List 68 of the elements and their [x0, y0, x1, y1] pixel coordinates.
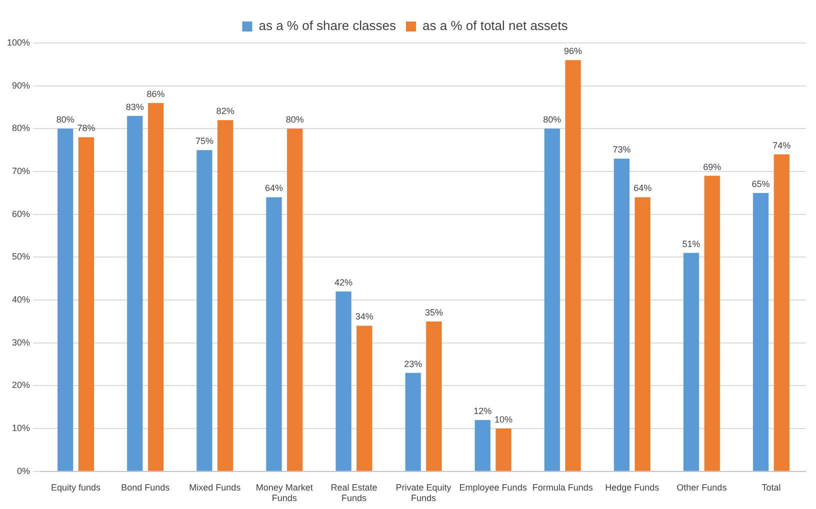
y-tick-label: 60%: [12, 208, 30, 219]
x-tick-label: Money Market Funds: [256, 482, 314, 504]
data-label: 75%: [195, 136, 214, 146]
data-label: 80%: [56, 114, 74, 125]
x-tick-label: Employee Funds: [459, 482, 528, 492]
y-tick-label: 100%: [6, 37, 30, 48]
y-tick-label: 30%: [12, 337, 30, 348]
bar: [266, 197, 282, 471]
data-label: 96%: [564, 46, 582, 56]
bar: [683, 252, 700, 471]
x-tick-label: Formula Funds: [532, 482, 594, 492]
bar: [287, 128, 303, 471]
data-label: 51%: [682, 238, 700, 249]
data-label: 42%: [334, 277, 353, 288]
bar: [356, 326, 372, 471]
x-tick-label: Real Estate Funds: [330, 482, 378, 504]
data-label: 12%: [474, 406, 492, 416]
bar: [634, 197, 650, 471]
data-label: 23%: [404, 358, 422, 369]
bar: [405, 372, 421, 471]
y-tick-label: 80%: [12, 123, 30, 134]
bar: [127, 116, 143, 471]
data-label: 34%: [355, 312, 374, 322]
data-label: 80%: [286, 114, 304, 125]
data-label: 80%: [543, 114, 562, 125]
bar: [704, 176, 720, 471]
bar: [217, 120, 234, 471]
data-label: 78%: [77, 123, 96, 134]
data-label: 65%: [752, 178, 770, 189]
bar: [496, 428, 512, 471]
bar: [336, 291, 352, 471]
data-label: 35%: [424, 307, 443, 318]
data-label: 64%: [634, 183, 652, 194]
x-tick-label: Equity funds: [51, 482, 102, 492]
y-tick-label: 50%: [12, 252, 30, 262]
data-label: 83%: [126, 102, 144, 112]
bar: [752, 192, 769, 471]
bar: [474, 420, 490, 471]
x-tick-label: Private Equity Funds: [396, 482, 452, 504]
y-tick-label: 20%: [12, 380, 30, 390]
legend-label: as a % of share classes: [258, 18, 397, 34]
y-tick-label: 40%: [12, 294, 30, 305]
y-tick-label: 90%: [12, 80, 30, 90]
x-tick-label: Bond Funds: [121, 482, 170, 492]
data-label: 64%: [264, 183, 283, 194]
data-label: 86%: [146, 88, 165, 99]
y-tick-label: 10%: [12, 423, 30, 434]
bar: [148, 102, 164, 471]
y-tick-label: 70%: [12, 166, 30, 176]
bar: [58, 128, 74, 471]
x-tick-label: Total: [762, 482, 781, 492]
x-tick-label: Other Funds: [676, 482, 728, 492]
bar: [544, 128, 560, 471]
data-label: 10%: [494, 414, 512, 425]
bar: [614, 158, 630, 471]
bar: [78, 137, 94, 471]
bar: [565, 60, 581, 471]
bar: [774, 154, 790, 471]
data-label: 74%: [772, 140, 791, 150]
x-tick-label: Hedge Funds: [605, 482, 660, 492]
data-label: 82%: [216, 106, 234, 116]
data-label: 69%: [703, 162, 722, 172]
x-tick-label: Mixed Funds: [189, 482, 242, 492]
y-tick-label: 0%: [17, 466, 30, 476]
data-label: 73%: [612, 144, 631, 155]
bar: [426, 321, 442, 471]
bar: [196, 150, 212, 471]
legend-label: as a % of total net assets: [422, 18, 568, 34]
